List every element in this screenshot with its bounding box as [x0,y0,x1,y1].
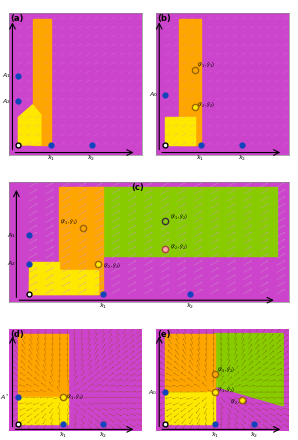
Polygon shape [18,105,41,145]
Text: $(\hat{x}_2,\hat{y}_2)$: $(\hat{x}_2,\hat{y}_2)$ [197,101,215,110]
Polygon shape [165,392,215,424]
Polygon shape [18,334,68,397]
Text: $\hat{x}_2$: $\hat{x}_2$ [249,430,258,440]
Polygon shape [179,19,201,145]
Polygon shape [165,334,215,392]
Polygon shape [215,334,283,406]
Text: $\hat{x}_2$: $\hat{x}_2$ [99,430,108,440]
Text: $A_0$: $A_0$ [148,388,157,397]
Text: $A_2$: $A_2$ [2,97,11,106]
Text: $(\hat{x}_2,\hat{y}_2)$: $(\hat{x}_2,\hat{y}_2)$ [170,242,188,252]
Text: (d): (d) [10,330,24,339]
Text: (e): (e) [157,330,170,339]
Text: $A_1$: $A_1$ [7,231,16,239]
Polygon shape [32,19,52,145]
Polygon shape [29,262,58,294]
Polygon shape [18,397,68,424]
Polygon shape [165,117,195,145]
Text: $\hat{x}_1$: $\hat{x}_1$ [47,154,56,164]
Text: $\hat{x}_1$: $\hat{x}_1$ [196,154,205,164]
Text: $(\hat{x}_2,\hat{y}_3)$: $(\hat{x}_2,\hat{y}_3)$ [103,262,122,271]
Polygon shape [58,187,103,294]
Text: $A^*$: $A^*$ [0,392,10,402]
Text: $\hat{x}_2$: $\hat{x}_2$ [87,154,96,164]
Text: $\hat{x}_1$: $\hat{x}_1$ [211,430,219,440]
Text: $A_2$: $A_2$ [7,260,16,268]
Text: $\hat{x}_2$: $\hat{x}_2$ [186,301,194,311]
Text: $(\hat{x}_1,\hat{y}_1)$: $(\hat{x}_1,\hat{y}_1)$ [217,366,235,375]
Text: $A_1$: $A_1$ [2,72,11,81]
Text: (b): (b) [157,15,170,23]
Text: $A_0$: $A_0$ [149,90,158,99]
Text: $(\hat{x}_1,\hat{y}_1)$: $(\hat{x}_1,\hat{y}_1)$ [197,61,215,70]
Text: $(\hat{x}_2,\hat{y}_1)$: $(\hat{x}_2,\hat{y}_1)$ [230,397,249,407]
Text: (c): (c) [131,183,144,192]
Polygon shape [98,187,277,257]
Text: (a): (a) [10,15,24,23]
Text: $\hat{x}_1$: $\hat{x}_1$ [99,301,107,311]
Text: $(\hat{x}_1,\hat{y}_1)$: $(\hat{x}_1,\hat{y}_1)$ [60,218,78,227]
Polygon shape [29,270,98,294]
Text: $\hat{x}_1$: $\hat{x}_1$ [59,430,67,440]
Text: $(\hat{x}_1,\hat{y}_2)$: $(\hat{x}_1,\hat{y}_2)$ [170,213,188,222]
Text: $(\hat{x}_1,\hat{y}_2)$: $(\hat{x}_1,\hat{y}_2)$ [217,386,235,395]
Text: $(\hat{x}_1,\hat{y}_1)$: $(\hat{x}_1,\hat{y}_1)$ [66,392,84,402]
Text: $\hat{x}_2$: $\hat{x}_2$ [238,154,246,164]
